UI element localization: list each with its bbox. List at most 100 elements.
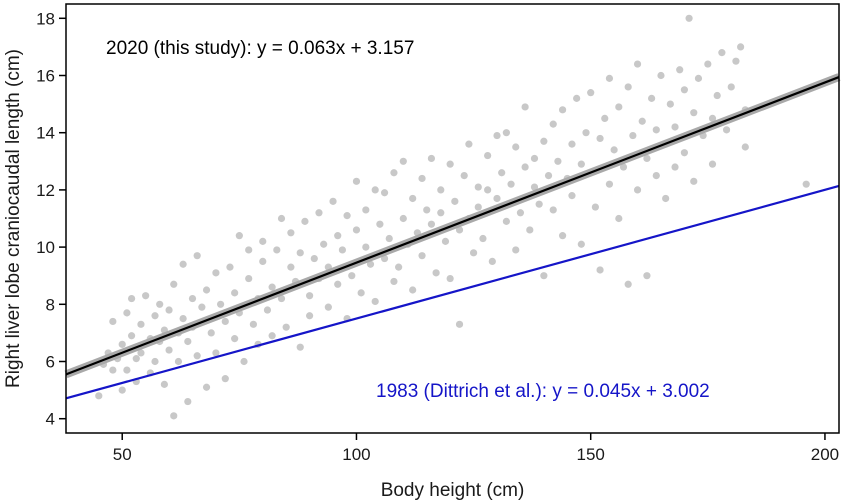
data-point	[643, 272, 651, 280]
data-point	[437, 186, 445, 194]
data-point	[535, 200, 543, 208]
data-point	[320, 240, 328, 248]
data-point	[690, 177, 698, 185]
data-point	[352, 226, 361, 234]
data-point	[460, 172, 468, 180]
data-point	[451, 197, 459, 205]
y-tick-label: 4	[46, 410, 55, 429]
data-point	[619, 163, 628, 171]
data-point	[633, 60, 642, 68]
data-point	[540, 272, 548, 280]
data-point	[296, 249, 304, 257]
data-point	[301, 217, 309, 225]
data-point	[680, 149, 689, 157]
data-point	[727, 83, 735, 91]
data-point	[371, 297, 379, 306]
x-axis: 50 100 150 200	[113, 433, 839, 464]
data-point	[409, 286, 417, 294]
data-point	[385, 234, 393, 243]
data-point	[226, 263, 234, 271]
data-point	[455, 226, 464, 234]
data-point	[95, 392, 103, 400]
data-point	[348, 272, 356, 280]
data-point	[170, 412, 178, 420]
data-point	[690, 109, 698, 117]
data-point	[648, 94, 656, 102]
data-point	[427, 154, 436, 163]
data-point	[231, 335, 239, 343]
y-tick-label: 18	[36, 9, 55, 28]
y-tick-label: 8	[46, 295, 55, 314]
data-point	[160, 380, 168, 388]
data-point	[362, 243, 370, 251]
data-point	[362, 206, 370, 214]
data-point	[170, 280, 178, 288]
data-point	[245, 246, 253, 254]
data-point	[737, 43, 745, 51]
data-point	[142, 292, 150, 300]
data-point	[671, 163, 679, 171]
data-point	[207, 329, 215, 337]
data-point	[605, 180, 614, 188]
data-point	[474, 183, 482, 191]
data-point	[212, 349, 220, 357]
data-point	[151, 312, 159, 320]
data-point	[235, 232, 243, 240]
data-point	[423, 206, 431, 214]
data-point	[741, 143, 749, 151]
data-point	[666, 100, 674, 108]
data-point	[277, 294, 286, 303]
regression-lines	[65, 76, 840, 400]
y-tick-label: 6	[46, 353, 55, 372]
data-point	[554, 157, 562, 165]
x-tick-label: 100	[342, 445, 370, 464]
data-point	[123, 309, 131, 317]
annotation-1983: 1983 (Dittrich et al.): y = 0.045x + 3.0…	[376, 381, 710, 402]
data-point	[484, 151, 492, 160]
data-point	[601, 114, 609, 122]
data-point	[615, 214, 623, 223]
data-point	[240, 357, 248, 366]
data-point	[306, 312, 314, 320]
data-point	[127, 294, 136, 303]
data-point	[488, 257, 496, 265]
data-point	[540, 137, 548, 145]
data-point	[268, 332, 276, 340]
data-point	[165, 346, 173, 354]
data-point	[577, 240, 585, 248]
data-point	[610, 146, 618, 154]
data-point	[694, 74, 703, 82]
data-point	[277, 214, 286, 223]
data-point	[418, 174, 426, 183]
data-point	[371, 186, 379, 194]
y-tick-label: 12	[36, 181, 55, 200]
data-point	[188, 294, 197, 303]
data-point	[652, 172, 660, 180]
data-point	[357, 289, 365, 297]
x-axis-title: Body height (cm)	[381, 480, 525, 501]
data-point	[558, 232, 567, 240]
data-point	[137, 320, 145, 328]
data-point	[437, 209, 445, 217]
y-tick-label: 16	[36, 67, 55, 86]
data-point	[526, 226, 534, 234]
data-point	[493, 194, 501, 203]
data-point	[633, 186, 642, 194]
data-point	[549, 206, 557, 214]
data-point	[732, 57, 740, 65]
data-point	[455, 320, 464, 328]
data-point	[708, 114, 717, 122]
x-tick-label: 200	[811, 445, 839, 464]
data-point	[137, 349, 145, 357]
data-point	[498, 169, 506, 177]
data-points	[95, 14, 810, 420]
data-point	[544, 172, 553, 180]
data-point	[409, 194, 417, 203]
data-point	[198, 303, 206, 311]
data-point	[296, 343, 304, 351]
data-point	[395, 263, 403, 271]
data-point	[217, 300, 225, 308]
data-point	[151, 357, 159, 366]
data-point	[549, 120, 557, 128]
